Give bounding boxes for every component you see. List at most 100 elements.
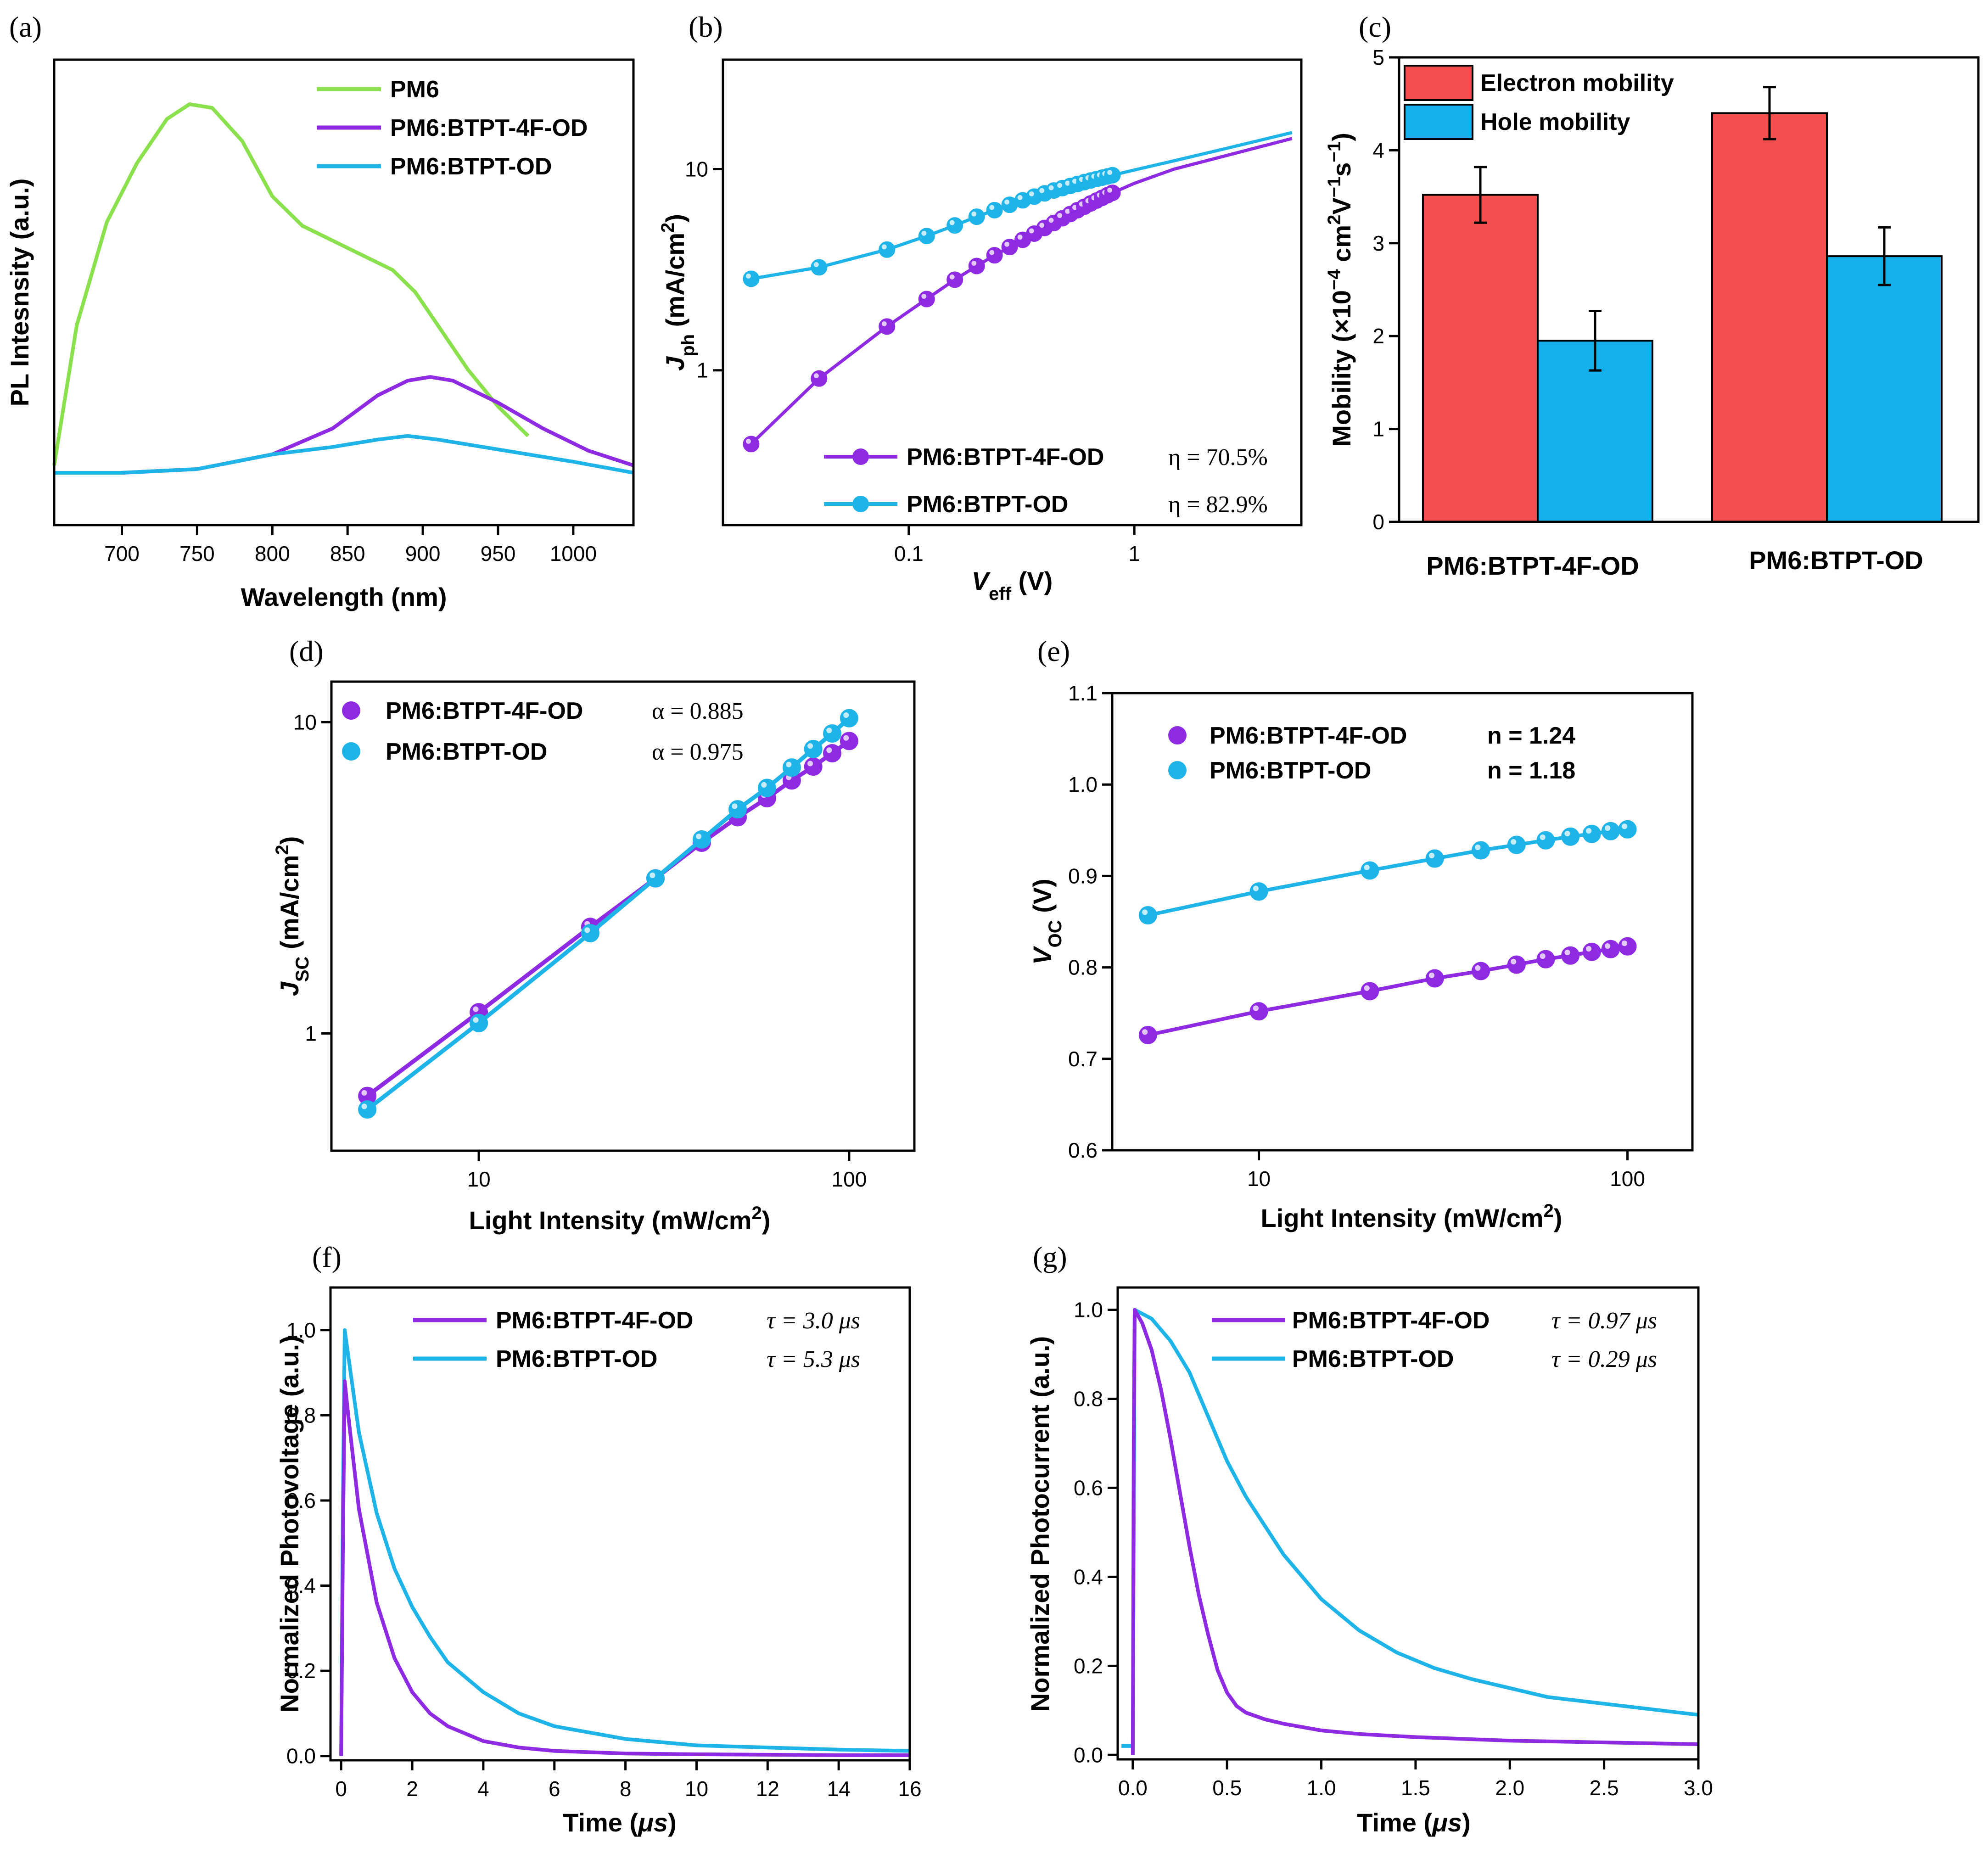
chart-a: 700 750 800 850 900 950 1000 Wavelength (nm) P…	[5, 58, 635, 611]
chart-f-ticks: 0 2 4 6 8 10 12 14 16 0.0 0.2 0.4 0.6 0.8 1.0	[286, 1318, 922, 1801]
b-point	[986, 247, 1003, 264]
e-ylabel-unit: (V)	[1028, 879, 1057, 920]
e-ytick-label: 1.1	[1068, 681, 1098, 705]
d-ytick-label: 1	[305, 1022, 317, 1046]
g-ytick-label: 0.0	[1074, 1743, 1103, 1767]
chart-g-plot	[1121, 1308, 1699, 1755]
d-ytick-label: 10	[293, 710, 317, 734]
legend-b-od-marker	[852, 496, 869, 512]
chart-g-frame	[1116, 1286, 1700, 1761]
chart-f-legend: PM6:BTPT-4F-OD τ = 3.0 μs PM6:BTPT-OD τ …	[413, 1307, 860, 1372]
f-xtick-label: 4	[477, 1777, 489, 1801]
e-point	[1561, 946, 1580, 965]
e-fit-line-0	[1147, 944, 1628, 1037]
c-ylabel-e4: −1	[1324, 141, 1344, 162]
b-point-highlight	[989, 250, 995, 255]
g-xlabel-close: )	[1462, 1808, 1471, 1837]
d-point-highlight	[361, 1103, 367, 1109]
e-point	[1249, 882, 1268, 901]
legend-c-electron: Electron mobility	[1480, 70, 1674, 96]
b-point-highlight	[949, 220, 955, 225]
e-ytick-label: 0.7	[1068, 1047, 1098, 1071]
e-point-highlight	[1428, 852, 1435, 858]
legend-b-4f-marker	[852, 448, 869, 465]
d-xlabel-close: )	[762, 1206, 771, 1235]
f-xtick-label: 10	[685, 1777, 708, 1801]
a-xtick-label: 950	[481, 542, 516, 565]
chart-f: 0 2 4 6 8 10 12 14 16 0.0 0.2 0.4 0.6 0.8 1.0 Time (μs…	[275, 1286, 922, 1837]
legend-f-4f-tau: τ = 3.0 μs	[767, 1308, 860, 1334]
d-point-highlight	[361, 1090, 367, 1096]
d-point-highlight	[843, 735, 849, 741]
b-point	[946, 271, 963, 288]
a-xtick-label: 900	[405, 542, 441, 565]
e-point-highlight	[1605, 943, 1611, 949]
c-ytick-label: 0	[1372, 510, 1384, 534]
chart-e-ticks: 10 100 0.6 0.7 0.8 0.9 1.0 1.1	[1068, 681, 1645, 1191]
b-point-highlight	[813, 262, 819, 267]
legend-g-4f: PM6:BTPT-4F-OD	[1292, 1307, 1490, 1334]
chart-b-frame	[722, 58, 1303, 526]
chart-d-ticks: 10 100 1 10	[293, 710, 867, 1191]
e-point	[1582, 942, 1601, 961]
chart-d-ylabel: JSC (mA/cm2)	[272, 836, 313, 996]
chart-a-x-ticks: 700 750 800 850 900 950 1000	[104, 525, 597, 565]
d-point-highlight	[843, 712, 849, 718]
f-xtick-label: 12	[756, 1777, 779, 1801]
e-xlabel-main: Light Intensity (mW/cm	[1261, 1204, 1544, 1232]
chart-a-plot	[52, 102, 634, 475]
c-ylabel-mid: cm	[1327, 225, 1356, 269]
chart-c-ticks: 0 1 2 3 4 5	[1372, 45, 1399, 534]
e-point-highlight	[1564, 831, 1570, 837]
legend-g-od-tau: τ = 0.29 μs	[1551, 1346, 1657, 1372]
chart-e-xlabel: Light Intensity (mW/cm2)	[1261, 1201, 1562, 1232]
b-ylabel-sup: 2	[658, 223, 678, 233]
g-ytick-label: 0.4	[1074, 1565, 1103, 1589]
b-point-highlight	[1057, 213, 1063, 218]
d-point-highlight	[761, 782, 767, 788]
e-point-highlight	[1564, 949, 1570, 956]
e-point	[1472, 841, 1490, 860]
legend-f-4f: PM6:BTPT-4F-OD	[496, 1307, 693, 1334]
chart-e-frame	[1111, 692, 1694, 1152]
e-point-highlight	[1428, 972, 1435, 978]
b-point-highlight	[921, 294, 927, 299]
e-point-highlight	[1475, 965, 1481, 971]
chart-f-ylabel: Normalized Photovoltage (a.u.)	[275, 1335, 304, 1712]
d-ylabel-sup: 2	[272, 845, 292, 855]
e-point	[1425, 969, 1444, 988]
d-ylabel-close: )	[275, 836, 304, 845]
panel-label-d: (d)	[289, 635, 324, 667]
b-point-highlight	[1039, 223, 1045, 228]
e-xtick-label: 10	[1247, 1167, 1271, 1191]
chart-a-frame	[53, 58, 635, 526]
e-point	[1249, 1002, 1268, 1021]
b-point-highlight	[1017, 195, 1023, 200]
chart-b-plot	[743, 131, 1293, 453]
e-point	[1507, 835, 1526, 854]
chart-g-legend: PM6:BTPT-4F-OD τ = 0.97 μs PM6:BTPT-OD τ…	[1212, 1307, 1657, 1372]
d-point	[823, 744, 842, 762]
legend-e-od: PM6:BTPT-OD	[1210, 757, 1371, 784]
e-point	[1138, 1026, 1157, 1045]
legend-d-od-alpha: α = 0.975	[652, 739, 744, 765]
b-point-highlight	[971, 211, 977, 217]
d-point	[782, 758, 801, 777]
chart-c-ylabel: Mobility (×10−4 cm2V−1s−1)	[1324, 133, 1356, 446]
e-point-highlight	[1142, 1029, 1148, 1035]
d-point	[840, 709, 858, 728]
chart-d-plot	[358, 709, 858, 1119]
e-point	[1138, 906, 1157, 925]
b-ylabel-main: J	[661, 356, 689, 371]
b-point	[811, 259, 828, 276]
e-point	[1618, 937, 1637, 956]
chart-b-ticks: 0.1 1 1 10	[685, 157, 1140, 565]
b-xtick-label: 1	[1128, 542, 1140, 565]
c-bar-Electron mobility	[1422, 194, 1539, 523]
b-point-highlight	[746, 273, 751, 279]
b-point-highlight	[1107, 170, 1113, 175]
chart-g-ylabel: Normalized Photocurrent (a.u.)	[1025, 1336, 1054, 1712]
panel-label-g: (g)	[1033, 1241, 1067, 1273]
e-point-highlight	[1586, 946, 1592, 952]
